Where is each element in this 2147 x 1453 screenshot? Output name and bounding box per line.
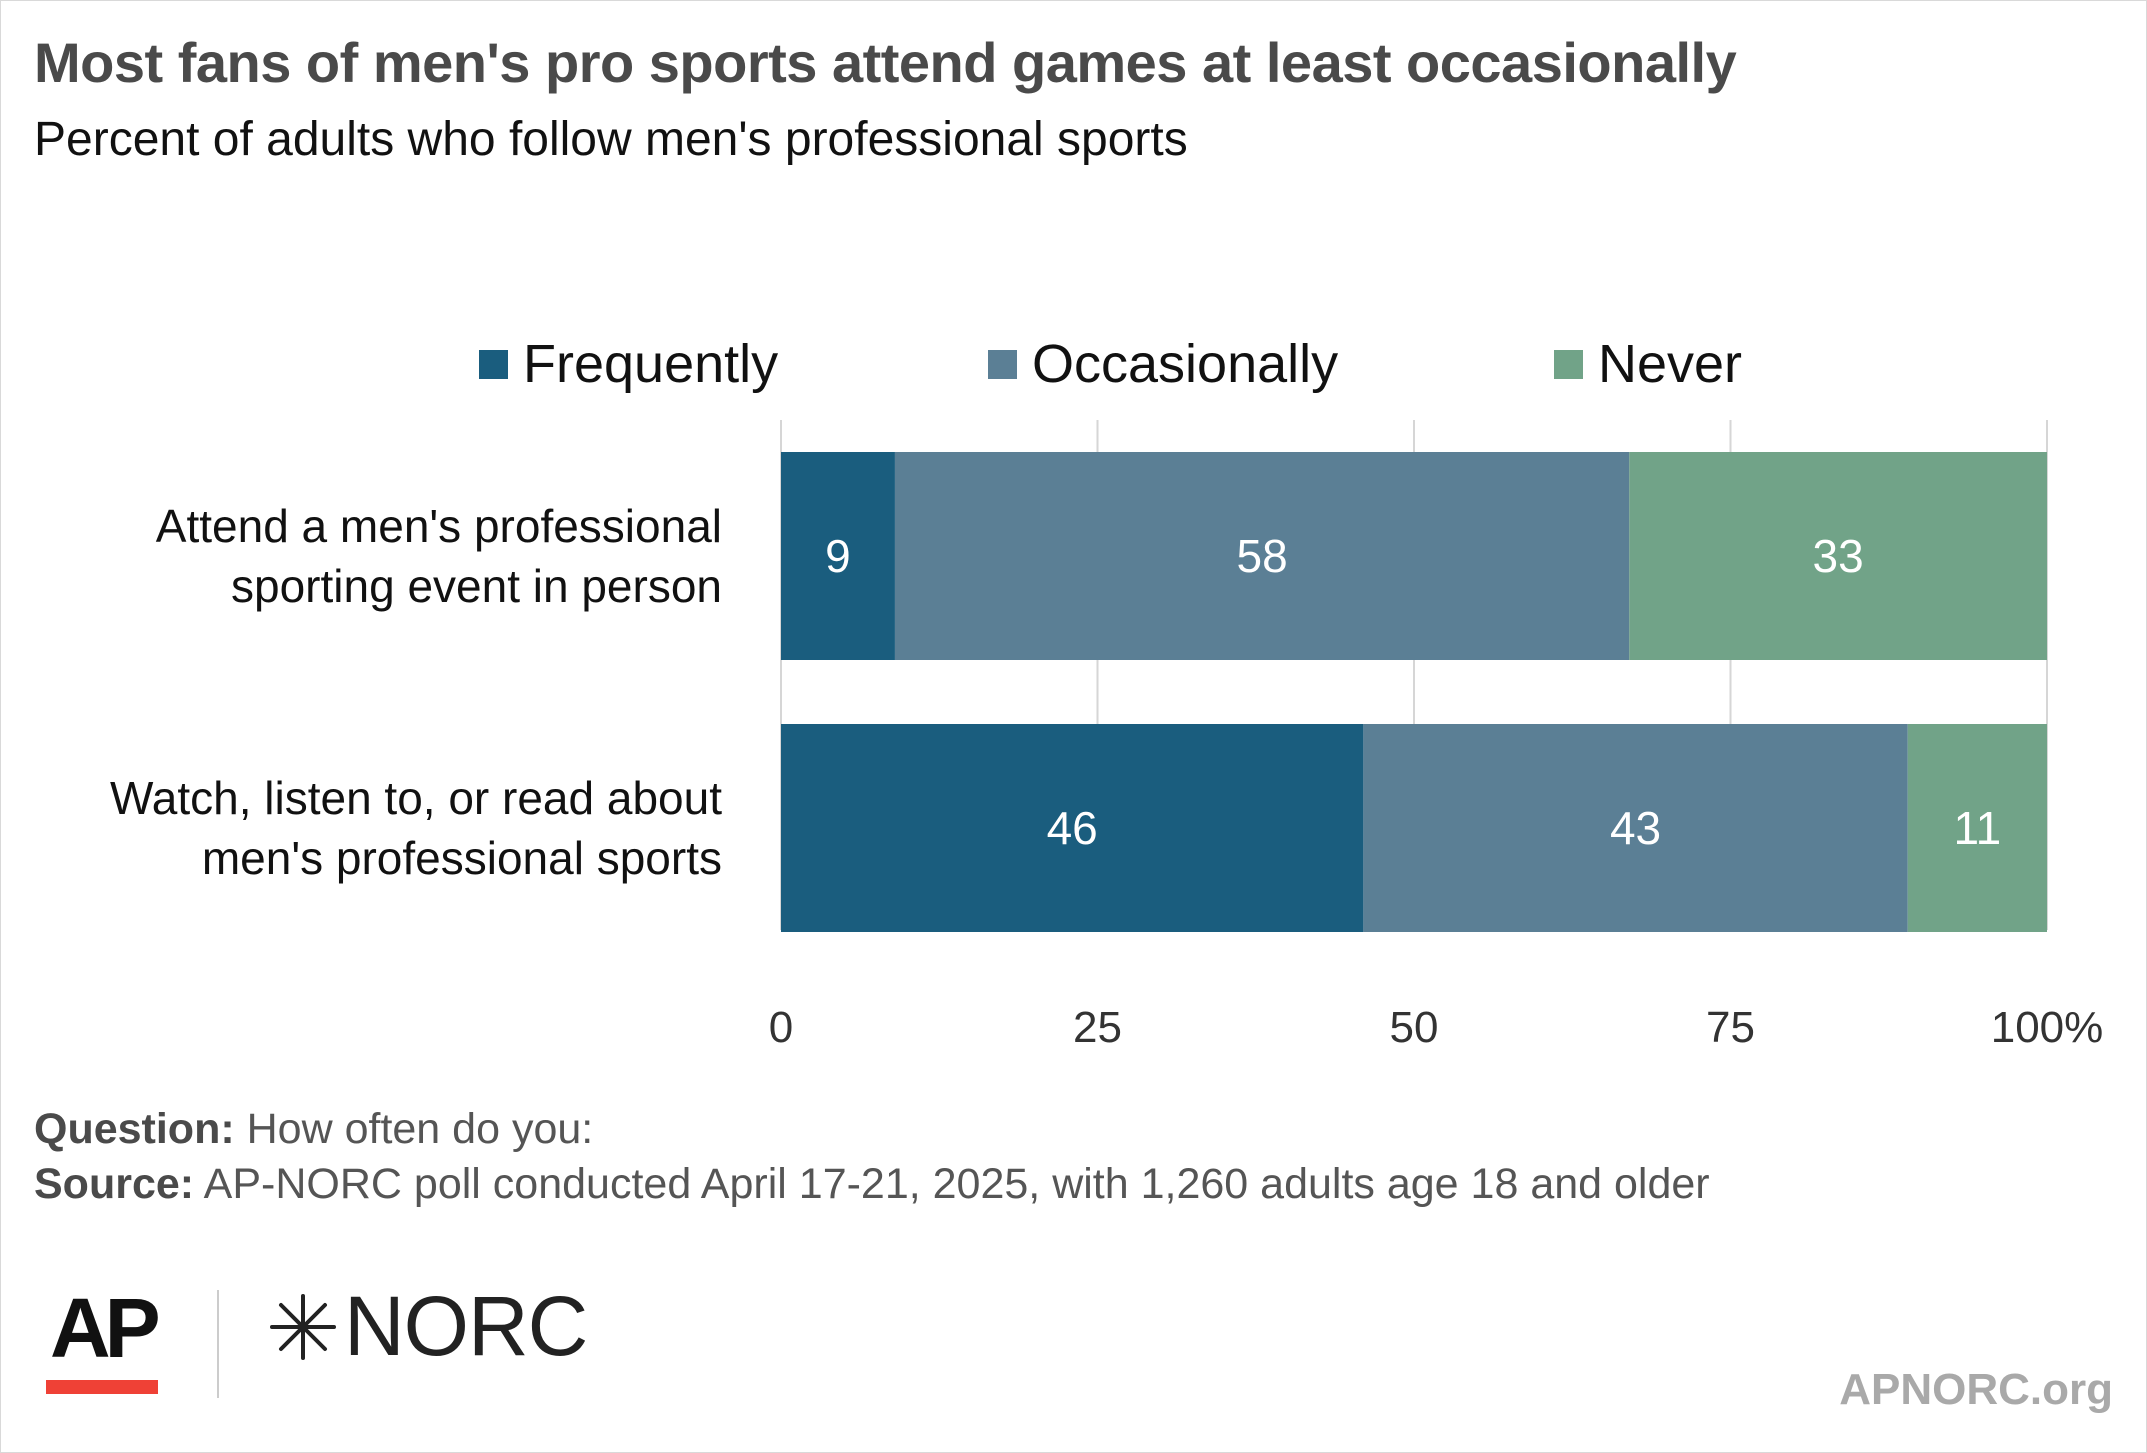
bar-value-label: 58 <box>1236 530 1287 582</box>
bar-value-labels: 9 58 33 46 43 11 <box>825 530 2001 854</box>
source-text: AP-NORC poll conducted April 17-21, 2025… <box>194 1160 1710 1208</box>
norc-logo-text: NORC <box>344 1279 588 1373</box>
legend-label-never: Never <box>1598 334 1742 394</box>
norc-star-icon <box>270 1293 336 1360</box>
bar-value-label: 9 <box>825 530 851 582</box>
legend-label-occasionally: Occasionally <box>1032 334 1338 394</box>
chart-title: Most fans of men's pro sports attend gam… <box>34 31 1737 94</box>
category-label: Attend a men's professional <box>156 500 722 552</box>
category-label: sporting event in person <box>231 560 722 612</box>
category-labels: Attend a men's professional sporting even… <box>110 500 722 884</box>
stacked-bar-chart: 9 58 33 46 43 11 Attend a men's professional s… <box>110 334 2104 1052</box>
bar-value-label: 11 <box>1953 802 2001 854</box>
bar-value-label: 33 <box>1813 530 1864 582</box>
x-tick-label: 75 <box>1706 1003 1755 1052</box>
legend: Frequently Occasionally Never <box>479 334 1742 394</box>
legend-swatch-frequently <box>479 350 508 379</box>
legend-swatch-occasionally <box>988 350 1017 379</box>
source-note: Source: AP-NORC poll conducted April 17-… <box>34 1160 1710 1209</box>
x-tick-label: 100% <box>1991 1003 2104 1052</box>
bar-segment-never <box>1629 452 2047 660</box>
source-label: Source: <box>34 1160 195 1208</box>
question-note: Question: How often do you: <box>34 1105 593 1154</box>
bars <box>781 452 2047 932</box>
bar-segment-occasionally <box>894 452 1630 660</box>
bar-value-label: 46 <box>1047 802 1098 854</box>
apnorc-site-link[interactable]: APNORC.org <box>1839 1365 2113 1414</box>
ap-logo: AP <box>50 1281 161 1375</box>
x-tick-label: 0 <box>769 1003 793 1052</box>
chart-subtitle: Percent of adults who follow men's profe… <box>34 113 1188 166</box>
x-tick-label: 25 <box>1073 1003 1122 1052</box>
question-label: Question: <box>34 1105 235 1153</box>
bar-value-label: 43 <box>1610 802 1661 854</box>
bar-segment-never <box>1907 724 2047 932</box>
x-axis-tick-labels: 0 25 50 75 100% <box>769 1003 2104 1052</box>
bar-segment-occasionally <box>1363 724 1908 932</box>
logo-divider <box>217 1290 219 1398</box>
x-tick-label: 50 <box>1390 1003 1439 1052</box>
legend-swatch-never <box>1554 350 1583 379</box>
question-text: How often do you: <box>234 1105 594 1153</box>
bar-segment-frequently <box>781 724 1364 932</box>
legend-label-frequently: Frequently <box>523 334 778 394</box>
category-label: Watch, listen to, or read about <box>110 772 722 824</box>
category-label: men's professional sports <box>202 832 722 884</box>
norc-logo: NORC <box>268 1278 588 1375</box>
bar-segment-frequently <box>781 452 895 660</box>
ap-logo-underline <box>46 1380 158 1394</box>
